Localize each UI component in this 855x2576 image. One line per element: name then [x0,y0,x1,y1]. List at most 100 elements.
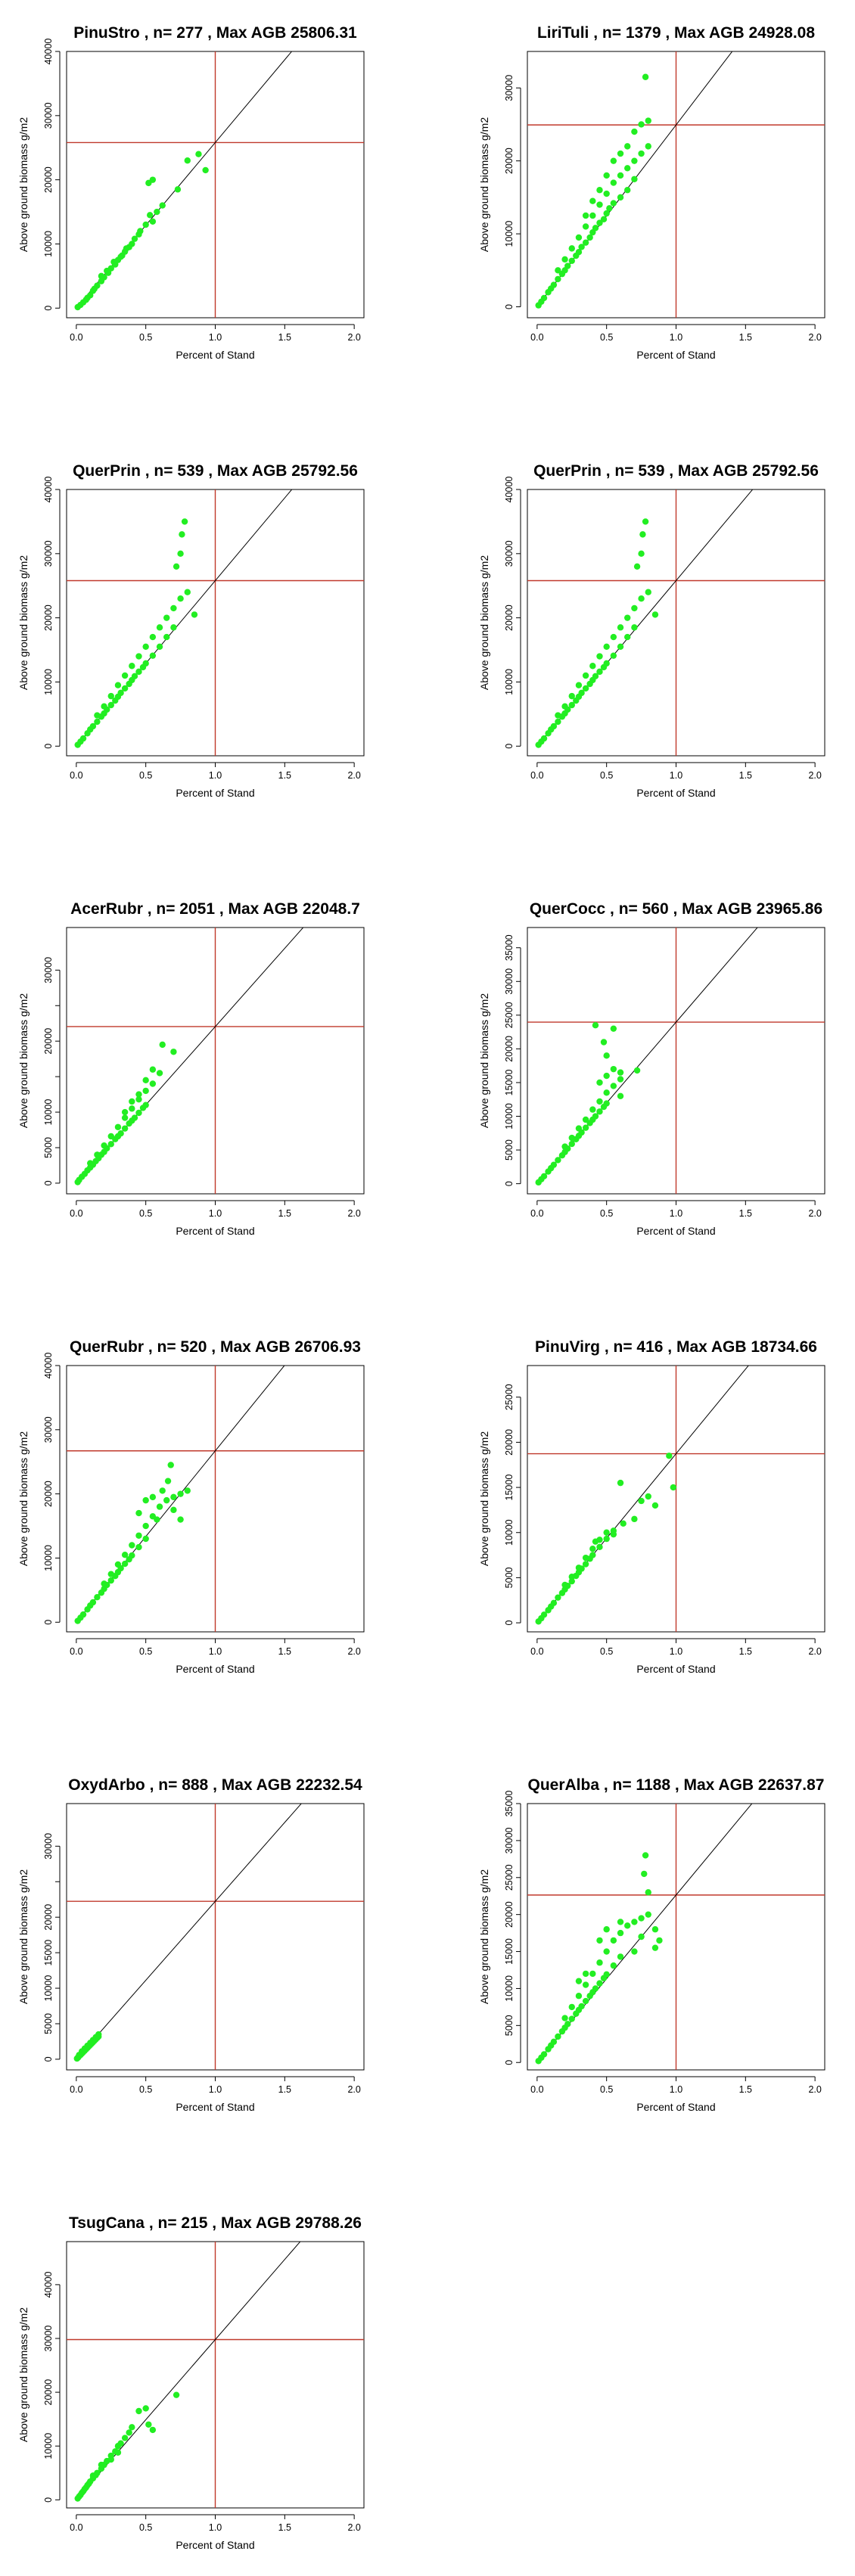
data-point [142,1087,149,1095]
data-point [540,735,548,742]
x-tick-label: 2.0 [808,1646,821,1657]
data-point [575,1125,583,1132]
data-point [94,712,101,719]
x-tick-label: 0.5 [600,2084,613,2095]
x-tick-label: 0.5 [600,1646,613,1657]
y-tick-label: 0 [43,1180,54,1185]
data-point [177,1516,184,1523]
x-tick-label: 2.0 [347,1646,360,1657]
y-axis-label: Above ground biomass g/m2 [17,993,30,1128]
data-point [107,1577,114,1584]
x-tick-label: 0.5 [139,1646,152,1657]
data-point [82,297,89,303]
x-tick-label: 1.5 [278,1208,291,1219]
data-point [603,1535,610,1543]
x-tick-label: 1.5 [278,770,291,781]
data-point [610,200,617,207]
data-point [540,1611,548,1618]
data-point [142,1077,149,1084]
y-tick-label: 15000 [504,1070,515,1096]
data-point [177,1490,184,1497]
data-point [617,1076,624,1083]
data-point [121,685,129,692]
data-point [575,1993,583,2000]
x-tick-label: 2.0 [347,332,360,343]
y-tick-label: 35000 [504,934,515,961]
data-point [638,595,645,602]
x-tick-label: 1.5 [278,2522,291,2533]
x-tick-label: 0.5 [139,1208,152,1219]
data-point [117,689,124,697]
data-point [561,1581,568,1589]
data-point [164,1478,172,1484]
data-point [568,701,575,709]
data-point [596,1543,603,1551]
data-point [555,267,561,274]
chart-panel-11: TsugCana , n= 215 , Max AGB 29788.26 0.0 0… [17,2214,365,2551]
data-point [617,194,624,201]
data-point [107,692,114,700]
y-tick-label: 10000 [43,1545,54,1571]
y-tick-label: 40000 [43,1353,54,1379]
x-axis-label: Percent of Stand [636,349,715,361]
y-tick-label: 10000 [43,2433,54,2459]
chart-panel-9: OxydArbo , n= 888 , Max AGB 22232.54 0.0 0… [17,1776,365,2113]
data-point [145,2421,152,2428]
y-tick-label: 30000 [43,102,54,129]
data-point [638,121,645,128]
data-point [94,1151,101,1158]
x-tick-label: 1.5 [739,770,752,781]
data-point [603,172,610,179]
data-point [638,1933,645,1941]
chart-title: TsugCana , n= 215 , Max AGB 29788.26 [69,2214,362,2232]
data-point [555,1594,561,1601]
data-point [603,1089,610,1096]
y-axis-label: Above ground biomass g/m2 [17,555,30,690]
data-point [575,234,583,241]
data-point [645,1911,651,1918]
data-point [617,643,624,651]
data-point [645,589,651,595]
data-point [117,2440,124,2447]
x-axis-label: Percent of Stand [636,787,715,799]
chart-panel-3: QuerPrin , n= 539 , Max AGB 25792.56 0.0 0… [17,462,365,799]
data-point [631,1515,638,1523]
proportional-fit-line [76,1804,302,2060]
x-tick-label: 1.0 [209,332,222,343]
data-point [154,1516,160,1523]
y-tick-label: 0 [504,2060,515,2065]
data-point [610,1025,617,1032]
data-point [98,272,105,280]
y-tick-label: 15000 [504,1938,515,1965]
data-point [631,176,638,182]
data-point [107,1133,114,1140]
data-point [146,212,154,219]
data-point [638,1497,645,1505]
data-point [142,643,149,651]
data-point [610,1962,617,1969]
data-point [624,143,631,150]
data-point [631,128,638,135]
data-point [610,1065,617,1073]
data-point [129,241,135,247]
data-point [582,1981,589,1988]
y-tick-label: 0 [43,744,54,749]
x-tick-label: 1.5 [739,1646,752,1657]
y-tick-label: 10000 [504,669,515,695]
data-point [561,2015,568,2021]
data-point [610,1083,617,1089]
data-point [94,1593,101,1601]
data-point [582,1124,589,1131]
data-point [170,1506,177,1514]
x-tick-label: 1.5 [278,2084,291,2095]
data-point [173,563,180,570]
y-tick-label: 25000 [504,1864,515,1891]
data-point [596,1980,603,1987]
y-tick-label: 30000 [504,968,515,995]
data-point [129,663,135,670]
data-point [633,1067,641,1074]
chart-panel-4: QuerPrin , n= 539 , Max AGB 25792.56 0.0 0… [478,462,825,799]
data-point [568,245,575,252]
data-point [603,1926,610,1933]
data-point [94,718,101,726]
